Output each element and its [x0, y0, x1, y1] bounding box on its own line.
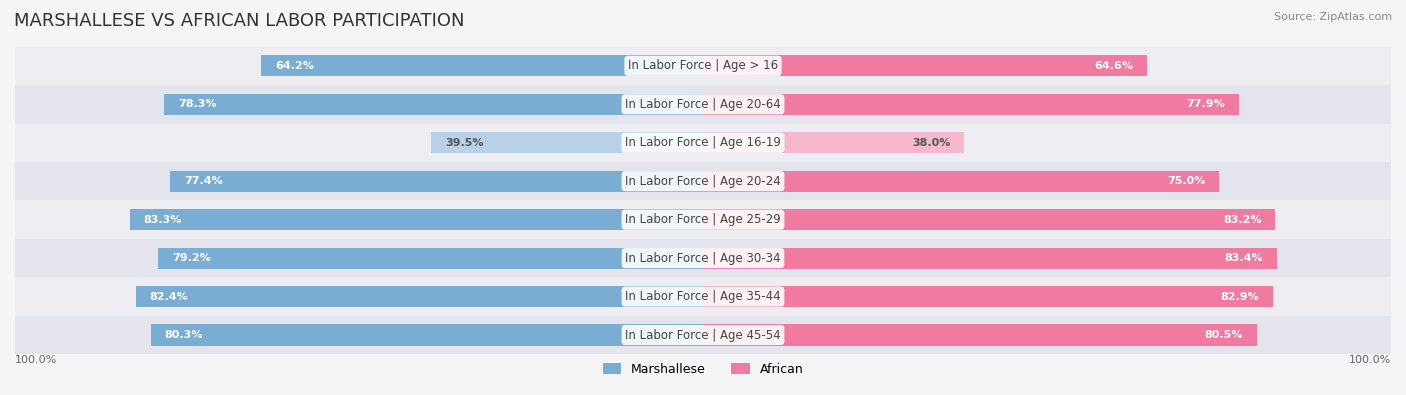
Text: 38.0%: 38.0% [912, 138, 950, 148]
Text: 82.4%: 82.4% [150, 292, 188, 301]
Bar [15, 316, 1391, 354]
Bar [136, 286, 703, 307]
Text: 82.9%: 82.9% [1220, 292, 1260, 301]
Bar [15, 85, 1391, 124]
Text: In Labor Force | Age 20-64: In Labor Force | Age 20-64 [626, 98, 780, 111]
Text: 78.3%: 78.3% [179, 99, 217, 109]
Bar [703, 248, 1277, 269]
Bar [262, 55, 703, 76]
Bar [170, 171, 703, 192]
Bar [432, 132, 703, 153]
Bar [703, 324, 1257, 346]
Text: In Labor Force | Age 20-24: In Labor Force | Age 20-24 [626, 175, 780, 188]
Legend: Marshallese, African: Marshallese, African [598, 358, 808, 381]
Text: 83.4%: 83.4% [1225, 253, 1263, 263]
Bar [15, 47, 1391, 85]
Text: 83.2%: 83.2% [1223, 214, 1261, 225]
Bar [150, 324, 703, 346]
Text: In Labor Force | Age > 16: In Labor Force | Age > 16 [628, 59, 778, 72]
Bar [15, 124, 1391, 162]
Text: 100.0%: 100.0% [15, 355, 58, 365]
Bar [15, 200, 1391, 239]
Bar [703, 94, 1239, 115]
Text: 64.6%: 64.6% [1095, 61, 1133, 71]
Text: Source: ZipAtlas.com: Source: ZipAtlas.com [1274, 12, 1392, 22]
Text: 79.2%: 79.2% [172, 253, 211, 263]
Text: 64.2%: 64.2% [276, 61, 314, 71]
Bar [703, 209, 1275, 230]
Text: In Labor Force | Age 45-54: In Labor Force | Age 45-54 [626, 329, 780, 342]
Text: 83.3%: 83.3% [143, 214, 181, 225]
Bar [15, 162, 1391, 200]
Bar [129, 209, 703, 230]
Bar [15, 277, 1391, 316]
Bar [15, 239, 1391, 277]
Bar [703, 171, 1219, 192]
Text: In Labor Force | Age 16-19: In Labor Force | Age 16-19 [626, 136, 780, 149]
Text: In Labor Force | Age 30-34: In Labor Force | Age 30-34 [626, 252, 780, 265]
Text: 80.3%: 80.3% [165, 330, 202, 340]
Text: 77.4%: 77.4% [184, 176, 224, 186]
Text: 75.0%: 75.0% [1167, 176, 1205, 186]
Text: In Labor Force | Age 35-44: In Labor Force | Age 35-44 [626, 290, 780, 303]
Text: 100.0%: 100.0% [1348, 355, 1391, 365]
Text: MARSHALLESE VS AFRICAN LABOR PARTICIPATION: MARSHALLESE VS AFRICAN LABOR PARTICIPATI… [14, 12, 464, 30]
Text: 80.5%: 80.5% [1205, 330, 1243, 340]
Bar [703, 132, 965, 153]
Bar [165, 94, 703, 115]
Text: 77.9%: 77.9% [1187, 99, 1225, 109]
Bar [703, 55, 1147, 76]
Text: 39.5%: 39.5% [446, 138, 484, 148]
Bar [157, 248, 703, 269]
Text: In Labor Force | Age 25-29: In Labor Force | Age 25-29 [626, 213, 780, 226]
Bar [703, 286, 1274, 307]
